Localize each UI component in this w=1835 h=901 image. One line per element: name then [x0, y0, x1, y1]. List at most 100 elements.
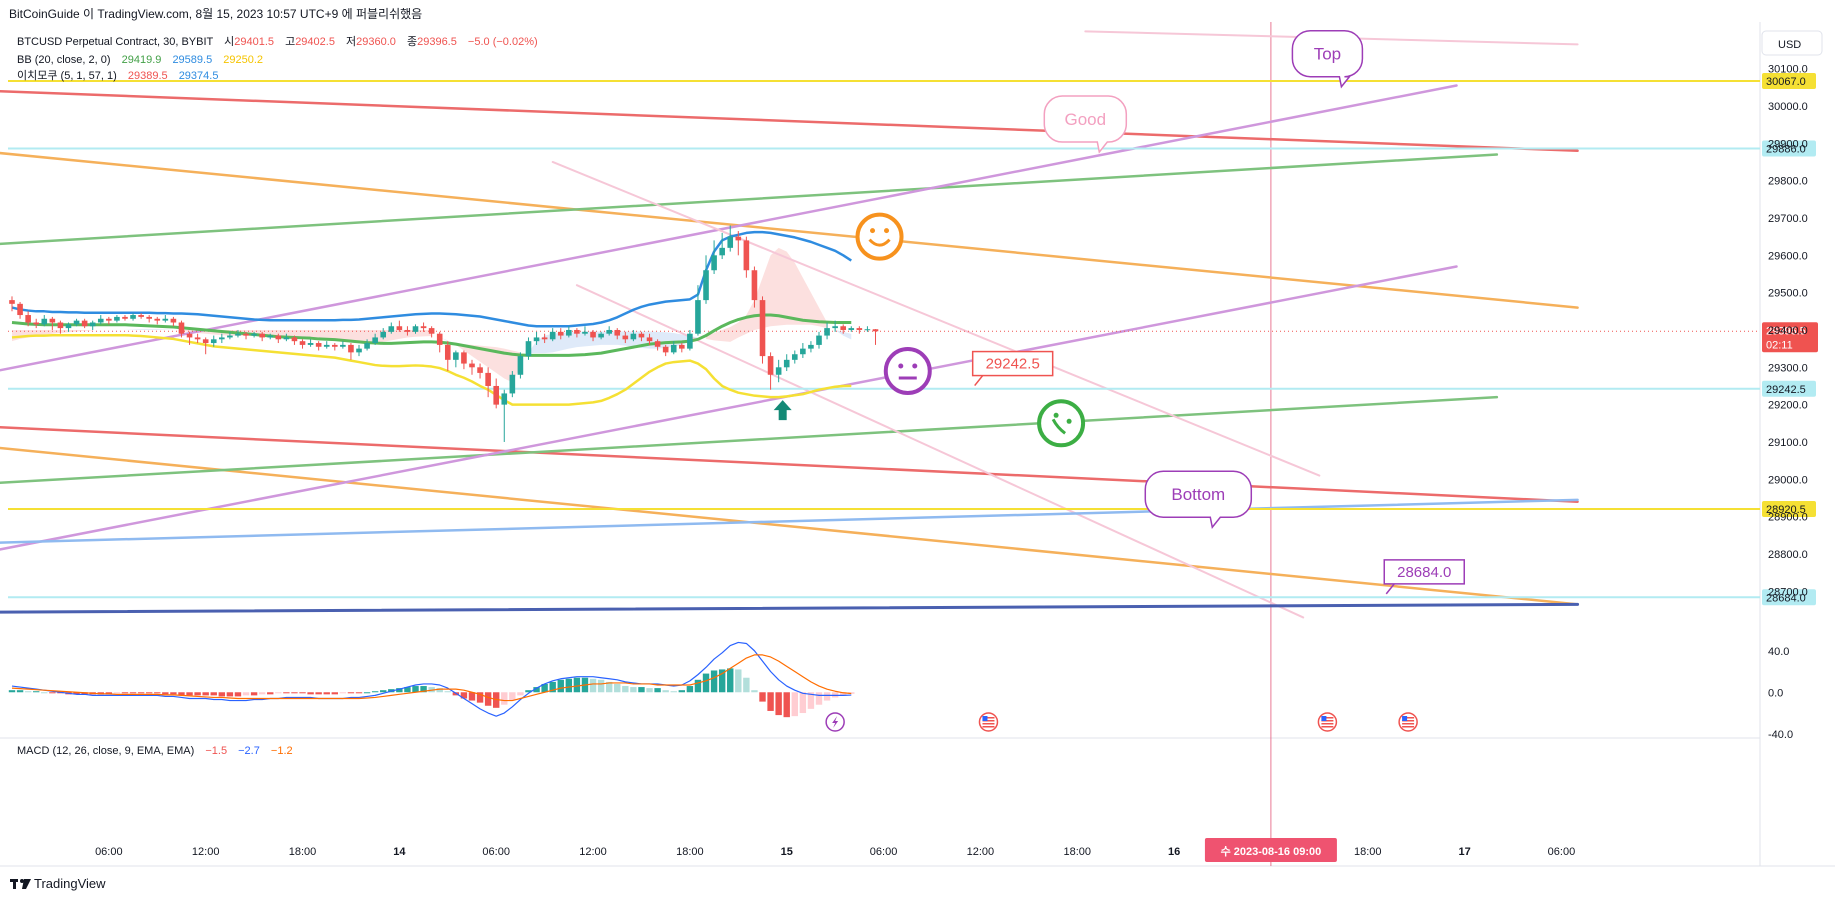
- candle-body: [864, 329, 871, 331]
- level-price-badge: [1762, 72, 1816, 89]
- candle-body: [808, 344, 814, 349]
- level-price-badge: [1762, 500, 1816, 517]
- macd-histogram-bar: [404, 687, 411, 693]
- candle-body: [41, 318, 48, 325]
- candle: [57, 320, 64, 334]
- macd-histogram-bar: [484, 692, 492, 706]
- macd-histogram-bar: [783, 692, 790, 718]
- lightning-glyph: [832, 716, 839, 728]
- macd-histogram-bar: [557, 679, 564, 693]
- candle-body: [428, 328, 435, 334]
- candle: [453, 350, 459, 368]
- level-price-label: 30067.0: [1766, 76, 1806, 88]
- candle-body: [372, 337, 378, 344]
- candle-body: [687, 333, 693, 349]
- time-tick-label: 06:00: [870, 846, 898, 858]
- macd-histogram-bar: [194, 692, 201, 696]
- macd-histogram-bar: [258, 692, 266, 695]
- candle: [848, 326, 855, 332]
- legend-symbol: BTCUSD Perpetual Contract, 30, BYBIT: [17, 36, 214, 48]
- happy-face-icon: [855, 212, 904, 261]
- macd-histogram-bar: [517, 692, 524, 696]
- macd-histogram-bar: [622, 686, 629, 693]
- candle: [751, 266, 758, 308]
- candle: [461, 350, 467, 370]
- candle: [614, 328, 621, 340]
- trend-line: [0, 153, 1499, 246]
- face-mouth: [868, 238, 891, 247]
- callout-bubble: [1291, 29, 1364, 89]
- price-tick-label: 28900.0: [1768, 512, 1808, 524]
- candle-body: [598, 333, 604, 338]
- legend-ichimoku-name: 이치모쿠 (5, 1, 57, 1): [17, 69, 117, 82]
- candle-body: [106, 318, 112, 321]
- macd-histogram-bar: [380, 690, 387, 693]
- candle-body: [364, 343, 370, 349]
- candle-body: [582, 331, 588, 334]
- candle: [719, 232, 725, 260]
- flag-stripe: [1402, 717, 1415, 719]
- candle: [525, 337, 532, 360]
- candle-body: [307, 343, 314, 345]
- candle: [517, 352, 524, 379]
- level-price-label: 29886.0: [1766, 144, 1806, 156]
- candle: [574, 328, 580, 338]
- face-eye: [898, 363, 904, 369]
- neutral-face-icon: [883, 347, 932, 396]
- level-price-badge: [1762, 589, 1816, 606]
- macd-histogram-bar: [605, 681, 613, 693]
- candle-body: [525, 341, 532, 357]
- candle: [791, 350, 798, 364]
- macd-tick-label: -40.0: [1768, 729, 1793, 741]
- candle: [695, 285, 701, 336]
- candle-body: [743, 240, 750, 271]
- candle-body: [501, 393, 508, 405]
- currency-button[interactable]: [1761, 30, 1823, 56]
- macd-histogram-bar: [815, 692, 823, 705]
- candle-body: [340, 344, 346, 347]
- event-us-flag-icon: [1317, 712, 1338, 732]
- candle: [364, 339, 370, 351]
- current-price-countdown: 02:11: [1766, 339, 1793, 351]
- macd-histogram-bar: [436, 688, 443, 693]
- macd-histogram-bar: [541, 683, 548, 693]
- candle-body: [291, 337, 298, 342]
- current-price-badge: [1762, 322, 1818, 353]
- macd-histogram-bar: [41, 692, 48, 694]
- cloud-bullish: [439, 337, 448, 342]
- macd-histogram-bar: [283, 692, 290, 694]
- price-tag-text: 29242.5: [986, 356, 1040, 373]
- macd-histogram-bar: [476, 692, 484, 703]
- macd-histogram-bar: [614, 683, 621, 693]
- bb-lower-line: [11, 333, 852, 406]
- macd-histogram-bar: [323, 692, 330, 695]
- callout-text: Good: [1065, 110, 1107, 129]
- candle: [259, 331, 265, 342]
- price-tag-text: 28684.0: [1397, 564, 1451, 581]
- macd-histogram-bar: [355, 692, 363, 694]
- price-tick-label: 29800.0: [1768, 176, 1808, 188]
- time-tick-label: 15: [781, 846, 793, 858]
- candle: [533, 331, 540, 345]
- macd-histogram-bar: [145, 692, 153, 694]
- candle: [872, 329, 879, 345]
- price-tag: 28684.0: [1383, 559, 1465, 595]
- candle: [541, 333, 548, 344]
- macd-histogram-bar: [129, 692, 137, 694]
- candle-body: [323, 344, 330, 347]
- candle-body: [57, 322, 64, 329]
- macd-histogram-bar: [331, 692, 338, 695]
- macd-histogram-bar: [743, 677, 750, 693]
- candle-body: [791, 354, 798, 360]
- flag-stripe: [982, 726, 995, 728]
- candle: [759, 296, 766, 364]
- candle-body: [711, 255, 717, 271]
- cloud-bullish: [100, 329, 174, 330]
- candle: [783, 354, 790, 372]
- callout-bubble: [1144, 470, 1253, 529]
- attribution: BitCoinGuide 이 TradingView.com, 8월 15, 2…: [9, 7, 422, 21]
- candle-body: [493, 385, 499, 405]
- trend-line: [0, 265, 1458, 551]
- candle-body: [646, 337, 653, 342]
